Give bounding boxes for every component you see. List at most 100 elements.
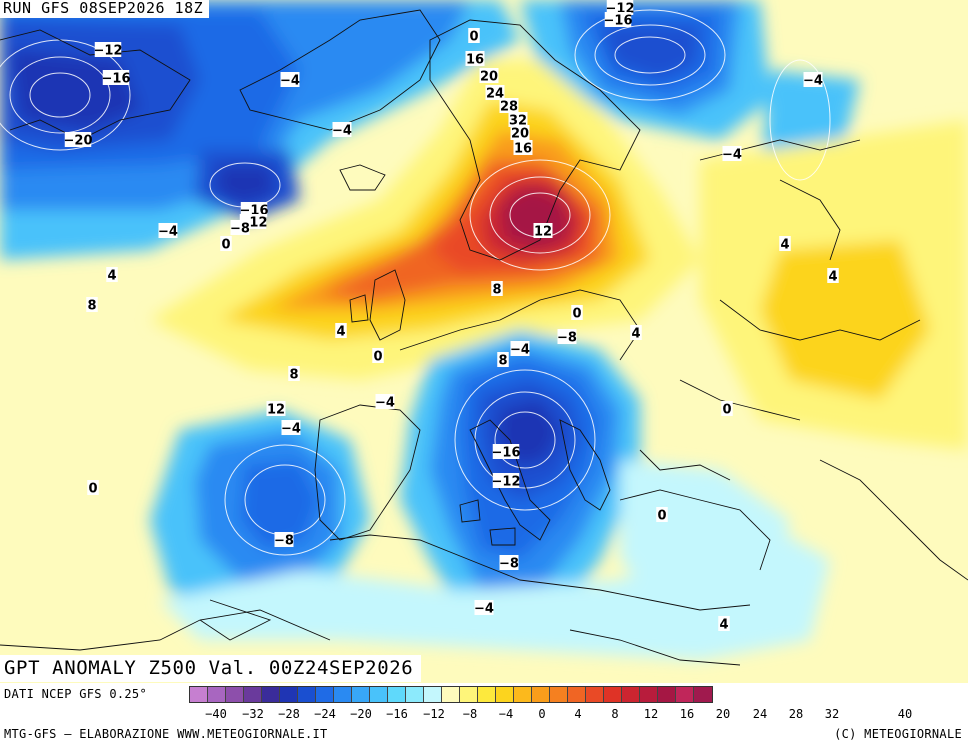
contour-label-text: 4 — [631, 327, 640, 342]
contour-label-text: 0 — [722, 403, 731, 418]
contour-label-bg — [87, 480, 99, 495]
contour-label-bg — [497, 352, 509, 367]
legend-bin — [298, 687, 316, 702]
contour-label-bg — [533, 223, 553, 238]
anomaly-map: 0 −12 −16 −12 −16 −20 −4 −4 −4 −4 −16 −12 −8 −4 0 4 8 8 12… — [0, 0, 968, 683]
contour-label-text: −4 — [281, 422, 301, 437]
contour-label-bg — [240, 202, 268, 217]
contour-label-bg — [499, 98, 519, 113]
contour-label-bg — [491, 281, 503, 296]
contour-label-text: −16 — [492, 446, 521, 461]
legend-bin — [208, 687, 226, 702]
coastline-segment — [619, 489, 771, 571]
legend-bin — [352, 687, 370, 702]
contour-label-text: 8 — [498, 354, 507, 369]
contour-label-bg — [722, 146, 742, 161]
legend-bin — [640, 687, 658, 702]
coastline-segment — [0, 609, 331, 651]
contour-label-text: 4 — [828, 270, 837, 285]
contour-label-bg — [158, 223, 178, 238]
neg-zone-ne-peak — [600, 25, 700, 80]
color-legend — [189, 686, 713, 703]
credits-left: MTG-GFS — ELABORAZIONE WWW.METEOGIORNALE… — [4, 727, 328, 741]
contour-label: −4 — [510, 341, 530, 358]
contour-label: 4 — [630, 325, 642, 342]
legend-bin — [568, 687, 586, 702]
legend-bin — [658, 687, 676, 702]
coastline-segment — [779, 179, 841, 261]
contour-label-bg — [510, 341, 530, 356]
contour-label-bg — [499, 555, 519, 570]
contour-label: −4 — [280, 72, 300, 89]
contour-label-bg — [803, 72, 823, 87]
contour-label-text: −4 — [510, 343, 530, 358]
contour-label-text: −4 — [722, 148, 742, 163]
legend-tick-label: 28 — [788, 707, 804, 721]
footer: DATI NCEP GFS 0.25° −40 −32 −28 −24 −20 −16 −1… — [0, 683, 968, 745]
contour-label-bg — [106, 267, 118, 282]
contour-label: 4 — [779, 236, 791, 253]
data-source-label: DATI NCEP GFS 0.25° — [4, 687, 147, 701]
contour-label: 0 — [372, 348, 384, 365]
contour-label-bg — [102, 70, 130, 85]
legend-tick-label: −8 — [462, 707, 478, 721]
legend-tick-label: −40 — [205, 707, 227, 721]
contour-label-text: −12 — [94, 44, 123, 59]
contour-label-bg — [508, 112, 528, 127]
contour-label: −4 — [332, 122, 352, 139]
coastline-segment — [569, 629, 741, 666]
legend-tick-label: −32 — [242, 707, 264, 721]
legend-tick-label: 40 — [897, 707, 913, 721]
contour-label-bg — [375, 394, 395, 409]
contour-label-bg — [630, 325, 642, 340]
contour-label-bg — [335, 323, 347, 338]
contour-label-text: 8 — [492, 283, 501, 298]
legend-bin — [514, 687, 532, 702]
legend-bin — [676, 687, 694, 702]
contour-label-text: −8 — [557, 331, 577, 346]
contour-label-text: 4 — [780, 238, 789, 253]
anomaly-fields — [0, 0, 968, 660]
contour-label-text: 16 — [514, 142, 532, 157]
contour-label: 0 — [721, 401, 733, 418]
contour-label: 0 — [656, 507, 668, 524]
contour-label: 4 — [106, 267, 118, 284]
contour-label: −16 — [604, 12, 632, 29]
contour-label-text: −20 — [64, 134, 93, 149]
contour-label-text: −4 — [280, 74, 300, 89]
legend-bin — [622, 687, 640, 702]
isoline — [29, 72, 91, 118]
contour-label: −20 — [64, 132, 93, 149]
legend-bin — [424, 687, 442, 702]
contour-label-text: 0 — [88, 482, 97, 497]
coastline-segment — [679, 379, 801, 421]
legend-tick-label: −4 — [498, 707, 514, 721]
isoline — [469, 159, 611, 271]
contour-label-text: 12 — [267, 403, 285, 418]
contour-label: −12 — [492, 473, 520, 490]
contour-label-bg — [266, 401, 286, 416]
contour-label: 8 — [491, 281, 503, 298]
legend-bin — [586, 687, 604, 702]
coastline-segment — [639, 449, 731, 481]
contour-label-bg — [827, 268, 839, 283]
contour-label: −8 — [557, 329, 577, 346]
contour-label-bg — [474, 600, 494, 615]
contour-labels: 0−12−16−12−16−20−4−4−4−4−16−12−8−4048812… — [64, 0, 839, 633]
contour-label: 12 — [266, 401, 286, 418]
coastline-segment — [459, 499, 481, 523]
contour-label-bg — [492, 444, 520, 459]
contour-label-text: 4 — [336, 325, 345, 340]
contour-label: 0 — [220, 236, 232, 253]
contour-label: −4 — [474, 600, 494, 617]
legend-tick-label: 24 — [752, 707, 768, 721]
contour-label-text: −4 — [332, 124, 352, 139]
legend-bin — [244, 687, 262, 702]
contour-label-text: 24 — [486, 87, 504, 102]
contour-label: 8 — [497, 352, 509, 369]
contour-label: −4 — [722, 146, 742, 163]
legend-bin — [496, 687, 514, 702]
legend-bin — [280, 687, 298, 702]
field-title: GPT ANOMALY Z500 Val. 00Z24SEP2026 — [0, 655, 422, 682]
legend-bin — [604, 687, 622, 702]
